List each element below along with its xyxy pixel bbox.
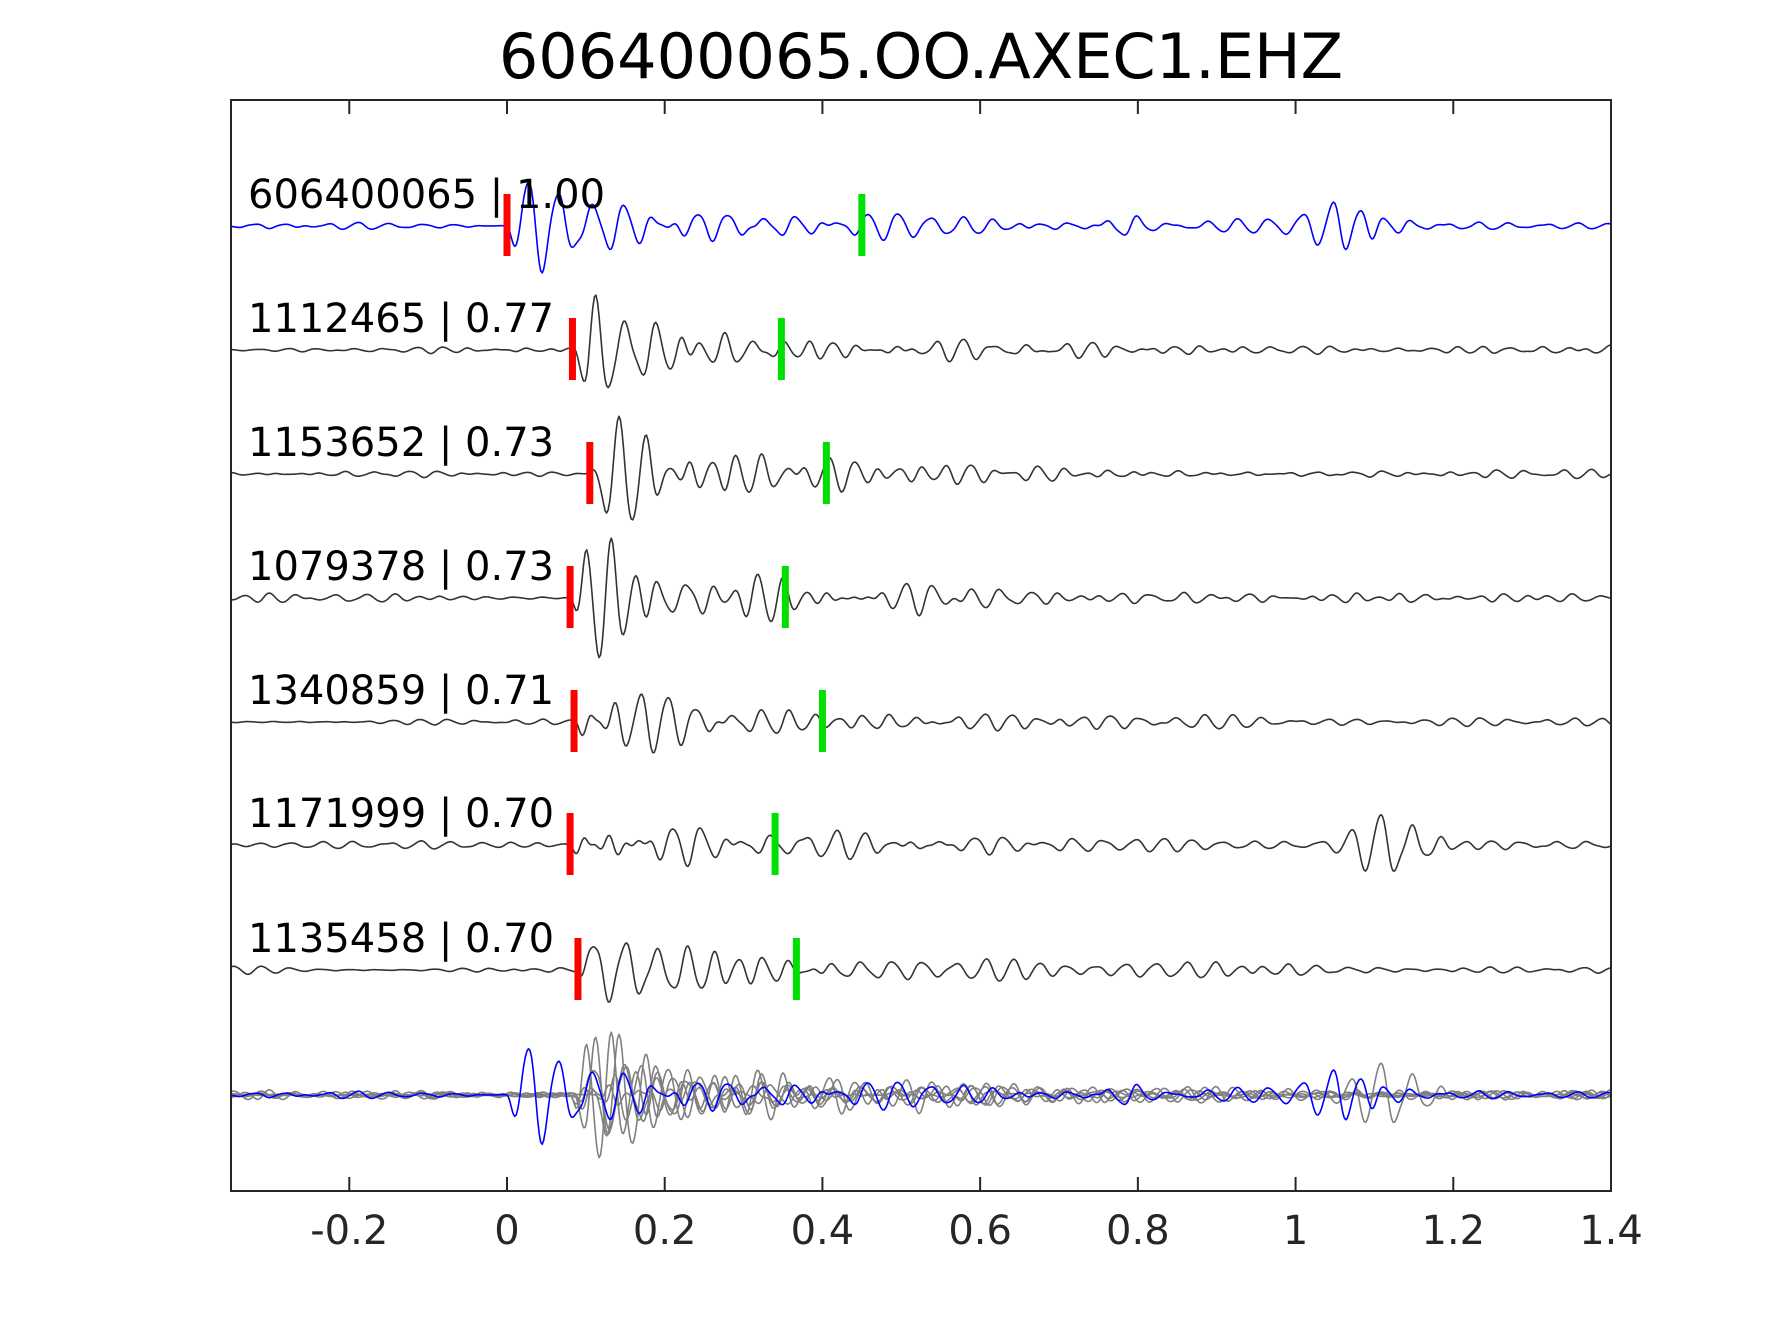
x-tick-label: 0: [494, 1208, 519, 1254]
trace-label: 1340859 | 0.71: [248, 668, 554, 714]
x-tick-label: 0.8: [1106, 1208, 1170, 1254]
series-line: [230, 813, 1612, 872]
trace-label: 1135458 | 0.70: [248, 916, 554, 962]
x-tick-label: 0.2: [633, 1208, 697, 1254]
x-tick-label: 0.6: [948, 1208, 1012, 1254]
x-tick-label: 1.4: [1579, 1208, 1643, 1254]
series-line: [230, 693, 1612, 754]
series-line: [230, 181, 1612, 274]
traces-layer: [230, 181, 1612, 1159]
plot-area-frame: [230, 99, 1612, 1192]
overlay-template-line: [230, 1047, 1612, 1145]
picks-layer: [503, 194, 866, 1000]
overlay-series-line: [230, 1033, 1612, 1144]
x-tick-label: -0.2: [310, 1208, 388, 1254]
x-tick-label: 1.2: [1421, 1208, 1485, 1254]
trace-label: 1153652 | 0.73: [248, 420, 554, 466]
overlay-series-line: [230, 1065, 1612, 1130]
x-tick-label: 0.4: [791, 1208, 855, 1254]
series-line: [230, 537, 1612, 659]
trace-label: 1079378 | 0.73: [248, 544, 554, 590]
chart-title: 606400065.OO.AXEC1.EHZ: [499, 20, 1343, 93]
overlay-series-line: [230, 1036, 1612, 1136]
trace-labels: 606400065 | 1.00 1112465 | 0.77 1153652 | …: [248, 172, 605, 962]
x-axis-ticks: -0.2 0 0.2 0.4 0.6 0.8 1 1.2 1.4: [310, 100, 1643, 1254]
overlay-series-line: [230, 1062, 1612, 1124]
trace-label: 1171999 | 0.70: [248, 791, 554, 837]
trace-label: 1112465 | 0.77: [248, 296, 554, 342]
trace-label: 606400065 | 1.00: [248, 172, 605, 218]
series-line: [230, 942, 1612, 1003]
series-line: [230, 294, 1612, 389]
series-line: [230, 415, 1612, 521]
x-tick-label: 1: [1283, 1208, 1308, 1254]
